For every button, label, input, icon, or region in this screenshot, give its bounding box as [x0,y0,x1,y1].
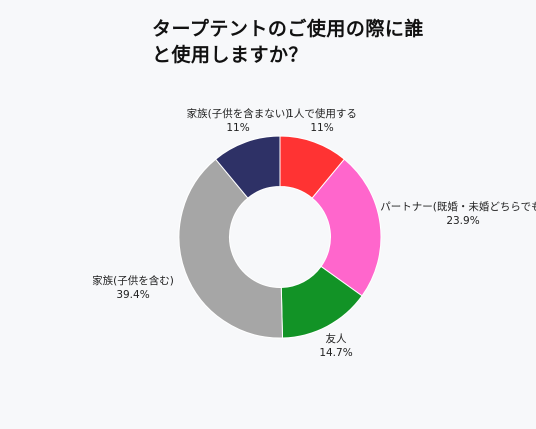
pie-slice-5 [214,135,281,199]
pie-slice-2 [311,158,382,297]
chart-title: タープテントのご使用の際に誰と使用しますか？ [152,18,424,66]
slice-label-3: 友人 [326,332,347,345]
slice-value-label-4: 39.4% [116,289,149,301]
pie-slice-4 [178,158,284,339]
slice-label-4: 家族(子供を含む) [92,274,174,287]
slice-value-label-2: 23.9% [446,215,479,227]
slice-label-5: 家族(子供を含まない) [187,107,290,120]
slice-value-label-3: 14.7% [319,347,352,359]
slice-label-2: パートナー(既婚・未婚どちらでも) [380,200,536,213]
slice-value-label-1: 11% [310,122,333,134]
slice-value-label-5: 11% [226,122,249,134]
slice-label-1: 1人で使用する [287,107,357,120]
